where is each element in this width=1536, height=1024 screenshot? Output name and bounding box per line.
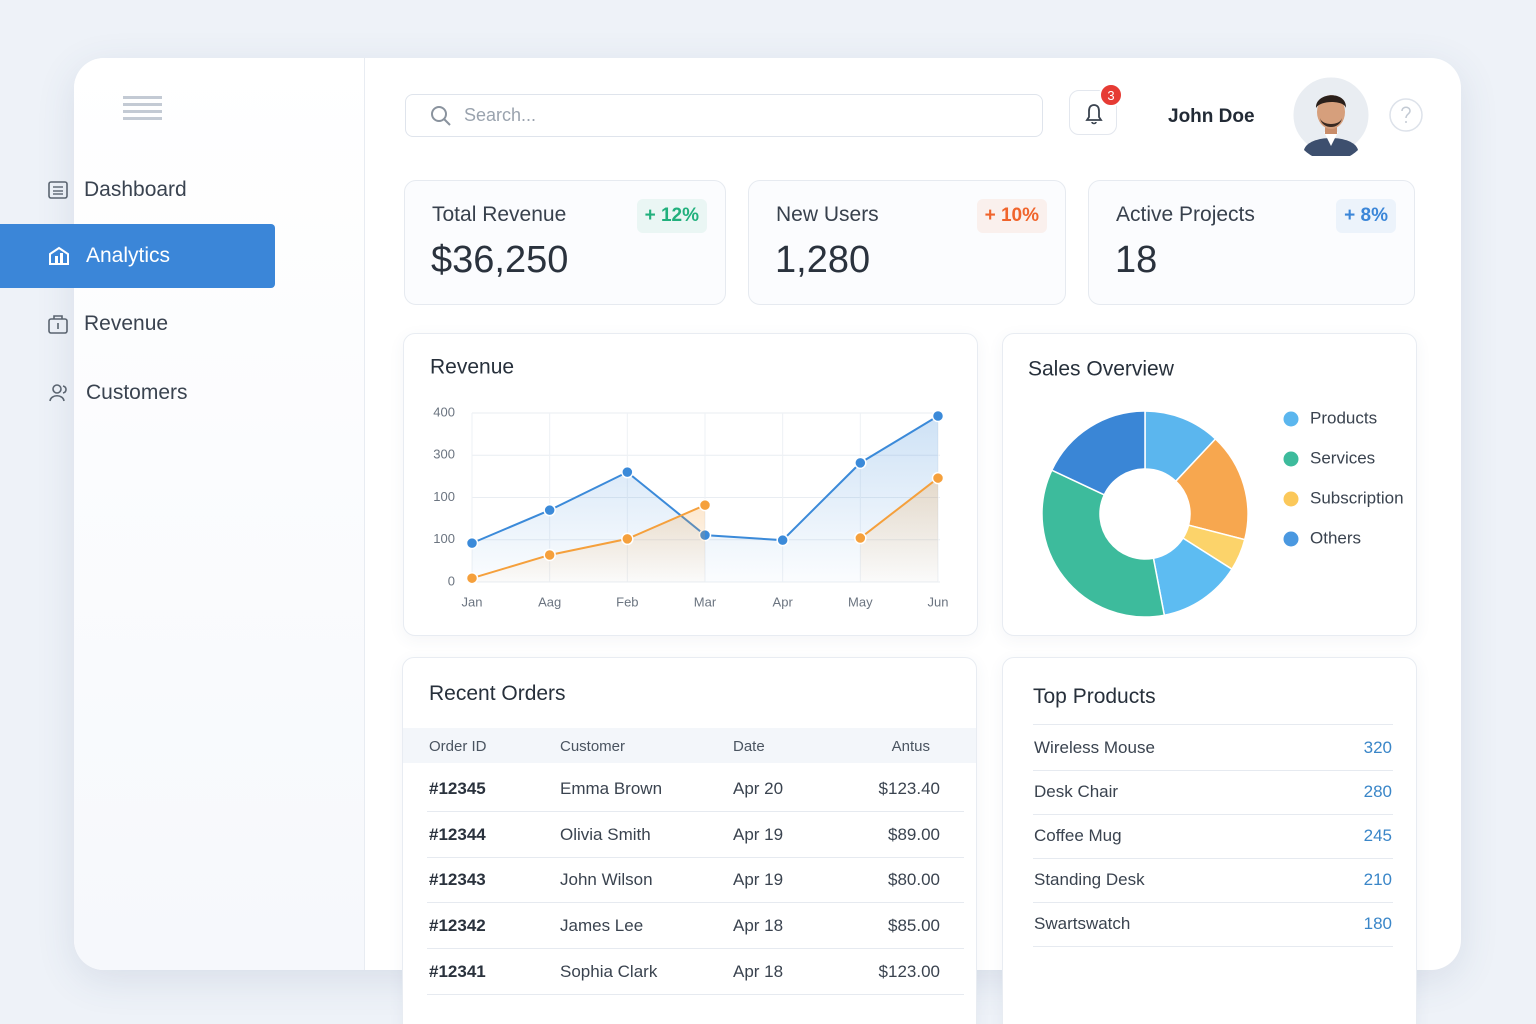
- kpi-card: Total Revenue $36,250 + 12%: [404, 180, 726, 305]
- search-placeholder: Search...: [464, 105, 537, 125]
- row-divider: [1033, 770, 1393, 771]
- menu-icon[interactable]: [123, 96, 163, 128]
- table-cell: #12343: [429, 870, 486, 890]
- column-header: Date: [733, 738, 765, 755]
- nav-label: Dashboard: [84, 178, 187, 201]
- panel-title: Recent Orders: [429, 682, 566, 705]
- table-cell: Apr 19: [733, 870, 784, 890]
- product-name: Standing Desk: [1034, 870, 1145, 889]
- table-cell: $85.00: [888, 916, 940, 936]
- nav-label: Revenue: [84, 312, 169, 335]
- panel-title: Top Products: [1033, 685, 1156, 708]
- products-panel: Top Products Wireless Mouse 320 Desk Chair…: [1002, 657, 1417, 1024]
- nav-item[interactable]: Revenue: [0, 292, 275, 356]
- user-name[interactable]: John Doe: [1168, 106, 1255, 127]
- kpi-change: + 10%: [976, 199, 1047, 233]
- table-cell: Apr 19: [733, 824, 784, 844]
- table-cell: Olivia Smith: [560, 824, 651, 844]
- search-icon: [431, 105, 451, 126]
- product-name: Wireless Mouse: [1034, 738, 1155, 757]
- row-divider: [1033, 724, 1393, 725]
- table-cell: #12344: [429, 824, 486, 844]
- table-cell: James Lee: [560, 916, 644, 936]
- row-divider: [1033, 946, 1393, 947]
- nav-label: Analytics: [86, 244, 171, 267]
- table-cell: Apr 18: [733, 916, 784, 936]
- kpi-card: New Users 1,280 + 10%: [748, 180, 1066, 305]
- table-cell: Apr 18: [733, 961, 784, 981]
- kpi-change: + 8%: [1336, 199, 1396, 233]
- kpi-value: 18: [1115, 239, 1158, 281]
- row-divider: [427, 902, 964, 904]
- nav-item[interactable]: Analytics: [0, 224, 275, 288]
- kpi-label: Total Revenue: [432, 203, 567, 226]
- table-cell: $80.00: [888, 870, 940, 890]
- help-icon[interactable]: [1388, 97, 1424, 133]
- table-cell: Sophia Clark: [560, 961, 658, 981]
- column-header: Customer: [560, 738, 626, 755]
- kpi-value: $36,250: [431, 239, 569, 281]
- orders-panel: Recent Orders Order ID Customer Date Antus #…: [402, 657, 977, 1024]
- product-name: Coffee Mug: [1034, 826, 1122, 845]
- table-cell: $123.40: [878, 779, 940, 798]
- icon: [48, 181, 68, 199]
- table-cell: $89.00: [888, 824, 940, 844]
- table-cell: #12342: [429, 916, 486, 936]
- nav-item[interactable]: Customers: [0, 361, 275, 425]
- row-divider: [427, 811, 964, 812]
- product-count: 245: [1363, 826, 1392, 845]
- icon: [49, 246, 69, 265]
- avatar[interactable]: [1290, 74, 1372, 156]
- kpi-label: New Users: [776, 203, 879, 226]
- product-name: Desk Chair: [1034, 782, 1119, 801]
- kpi-change: + 12%: [636, 199, 707, 233]
- icon: [48, 315, 68, 334]
- table-header: [403, 728, 976, 763]
- table-cell: $123.00: [878, 961, 940, 981]
- kpi-label: Active Projects: [1116, 203, 1255, 226]
- row-divider: [1033, 814, 1393, 815]
- kpi-value: 1,280: [775, 239, 871, 281]
- product-count: 210: [1363, 870, 1392, 889]
- nav-item[interactable]: Dashboard: [0, 158, 275, 222]
- product-name: Swartswatch: [1034, 914, 1131, 933]
- row-divider: [427, 993, 964, 995]
- row-divider: [1033, 858, 1393, 859]
- search-box[interactable]: Search...: [405, 94, 1043, 137]
- notification-badge: 3: [1099, 83, 1123, 107]
- row-divider: [1033, 902, 1393, 903]
- table-cell: #12345: [429, 779, 486, 798]
- column-header: Antus: [891, 738, 930, 755]
- kpi-card: Active Projects 18 + 8%: [1088, 180, 1415, 305]
- row-divider: [427, 856, 964, 858]
- sales-panel: [1002, 333, 1417, 636]
- row-divider: [427, 948, 964, 950]
- table-cell: #12341: [429, 961, 486, 981]
- icon: [49, 384, 67, 402]
- table-cell: Apr 20: [733, 779, 784, 798]
- table-cell: Emma Brown: [560, 779, 663, 798]
- sidebar: [74, 58, 365, 970]
- product-count: 180: [1363, 914, 1392, 933]
- revenue-panel: [403, 333, 978, 636]
- column-header: Order ID: [429, 738, 487, 755]
- product-count: 280: [1363, 782, 1392, 801]
- nav-label: Customers: [86, 381, 188, 404]
- bell-icon: [1085, 104, 1103, 125]
- product-count: 320: [1363, 738, 1392, 757]
- table-cell: John Wilson: [560, 870, 653, 890]
